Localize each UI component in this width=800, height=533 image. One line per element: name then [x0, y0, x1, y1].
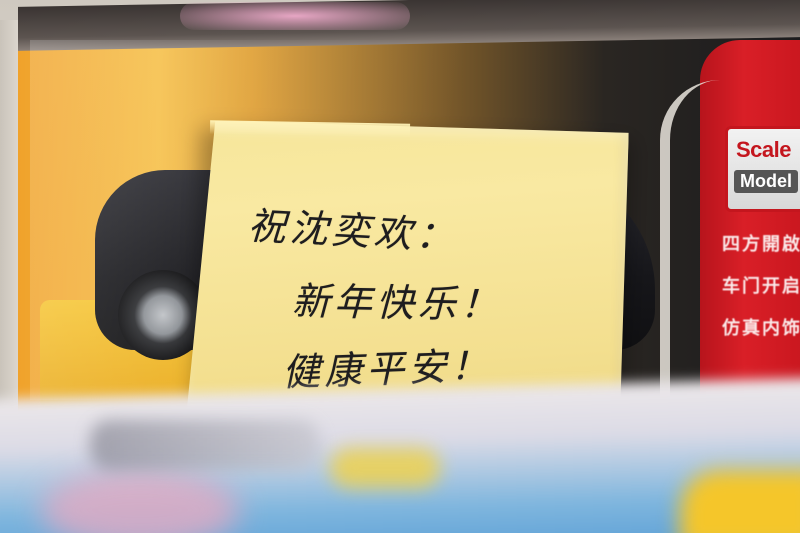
box-top-reflection — [180, 2, 410, 30]
box-side-text-3: 仿真内饰 — [722, 318, 800, 339]
handwritten-line-2: 新年快乐！ — [291, 279, 503, 327]
box-side-text-2: 车门开启 — [722, 276, 800, 297]
brand-logo-line1: Scale — [736, 137, 792, 162]
box-panel-curve — [660, 80, 750, 460]
toy-car-wheel — [118, 270, 208, 360]
foreground-pink-print — [40, 470, 240, 533]
box-side-text-1: 四方開啟 — [722, 234, 800, 255]
handwritten-line-1: 祝沈奕欢： — [246, 203, 459, 259]
foreground-print-graphic — [90, 420, 320, 470]
brand-logo-line2: Model — [734, 170, 798, 193]
foreground-yellow-corner — [680, 470, 800, 533]
brand-logo-badge — [725, 126, 800, 212]
foreground-yellow-print — [330, 448, 440, 488]
